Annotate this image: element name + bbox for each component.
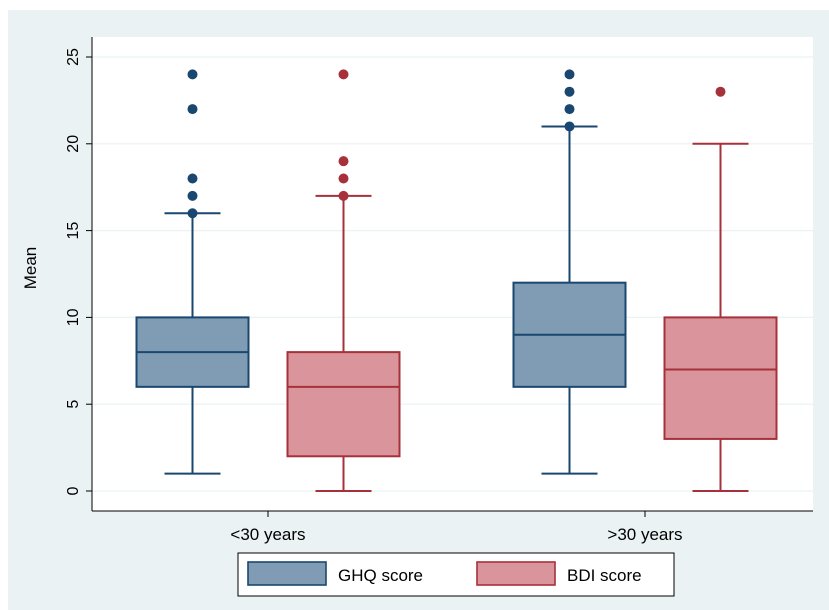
y-tick-label: 0 bbox=[65, 486, 82, 495]
outlier-point bbox=[564, 69, 575, 80]
legend: GHQ score BDI score bbox=[237, 552, 675, 597]
box-0-1 bbox=[512, 69, 627, 475]
x-tick-label: <30 years bbox=[230, 525, 305, 544]
y-tick-label: 5 bbox=[65, 400, 82, 409]
box-iqr bbox=[663, 316, 778, 440]
box-1-1 bbox=[663, 86, 778, 492]
outlier-point bbox=[187, 69, 198, 80]
y-tick-label: 15 bbox=[65, 222, 82, 240]
box-0-0 bbox=[135, 69, 250, 475]
x-tick-label: >30 years bbox=[607, 525, 682, 544]
y-tick-label: 10 bbox=[65, 308, 82, 326]
outlier-point bbox=[187, 208, 198, 219]
y-tick-label: 20 bbox=[65, 135, 82, 153]
x-labels: <30 years >30 years bbox=[230, 511, 683, 544]
outlier-point bbox=[187, 190, 198, 201]
y-ticks: 0 5 10 15 20 25 bbox=[65, 48, 92, 495]
outlier-point bbox=[187, 104, 198, 115]
y-axis-title: Mean bbox=[21, 247, 40, 290]
box-iqr bbox=[286, 351, 401, 458]
box-group bbox=[135, 69, 778, 492]
outlier-point bbox=[338, 173, 349, 184]
box-1-0 bbox=[286, 69, 401, 492]
outlier-point bbox=[715, 86, 726, 97]
y-tick-label: 25 bbox=[65, 48, 82, 66]
legend-swatch-bdi bbox=[476, 561, 556, 586]
outlier-point bbox=[338, 190, 349, 201]
outlier-point bbox=[564, 121, 575, 132]
outlier-point bbox=[564, 86, 575, 97]
legend-swatch-ghq bbox=[247, 561, 327, 586]
legend-label-ghq: GHQ score bbox=[338, 566, 423, 585]
outlier-point bbox=[338, 156, 349, 167]
outlier-point bbox=[187, 173, 198, 184]
outlier-point bbox=[564, 104, 575, 115]
legend-label-bdi: BDI score bbox=[567, 566, 642, 585]
outlier-point bbox=[338, 69, 349, 80]
